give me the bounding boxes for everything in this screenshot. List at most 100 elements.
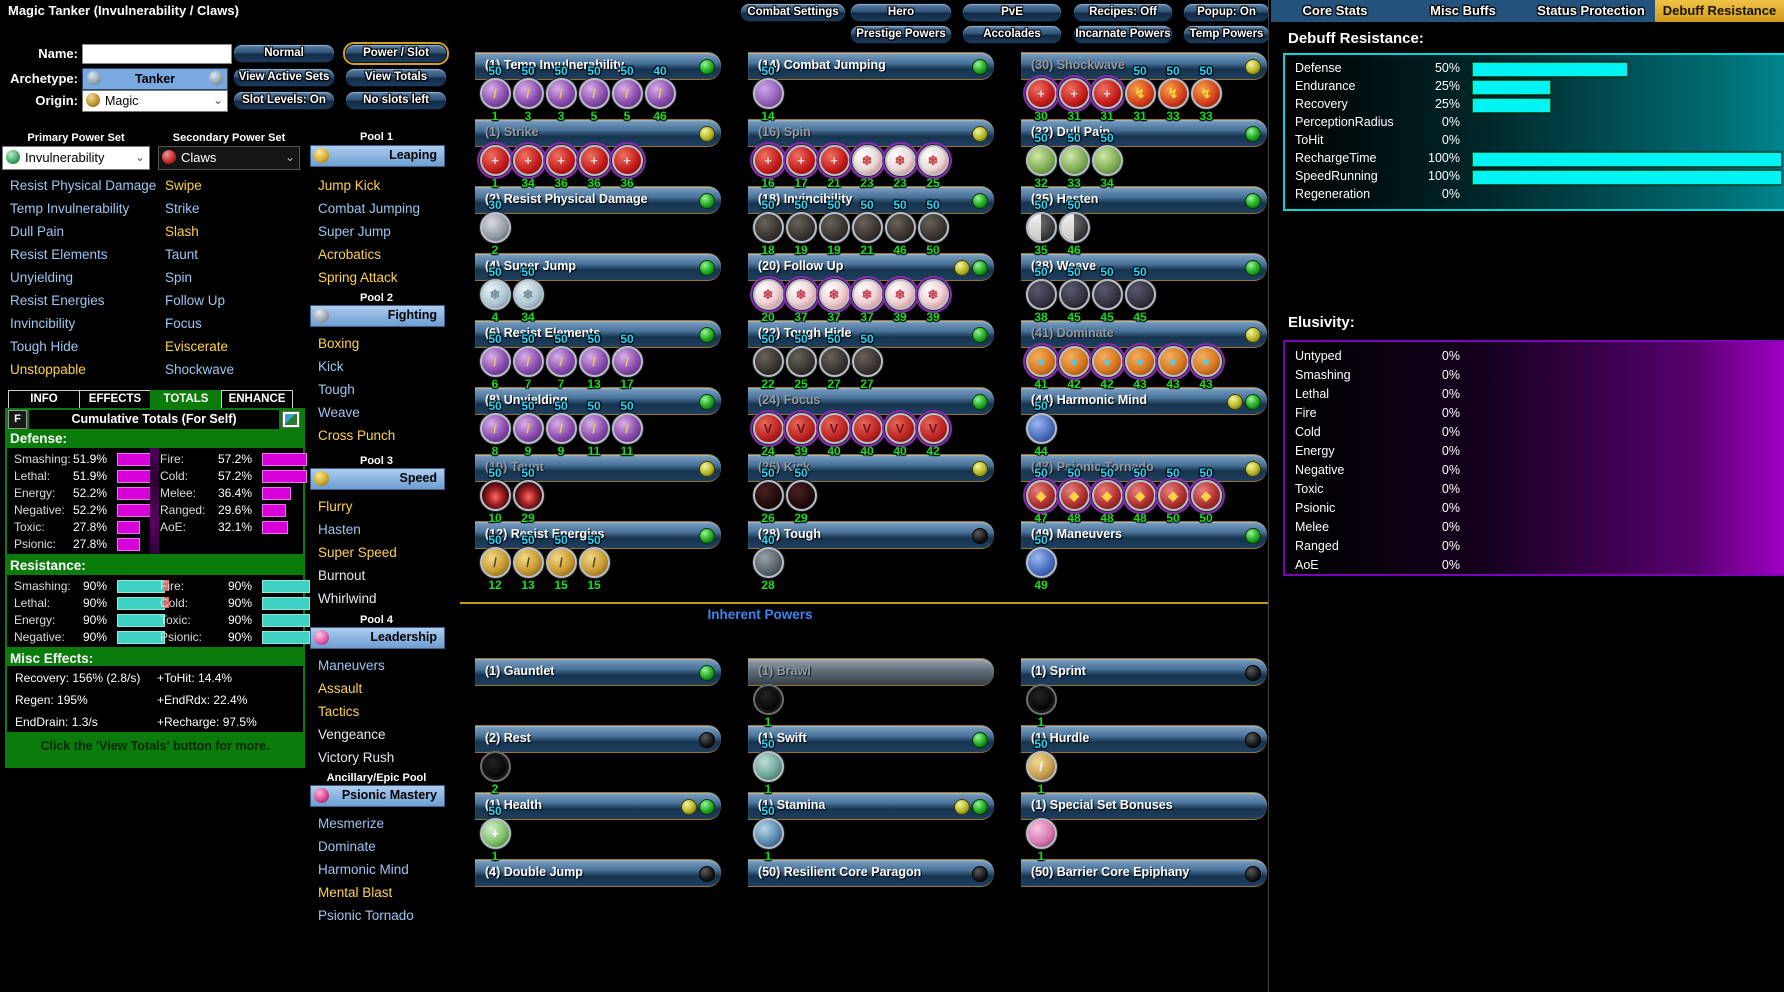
enhancement-slot[interactable]: 50 18	[752, 199, 784, 257]
enhancement-slot[interactable]: 50 45	[1058, 266, 1090, 324]
top-button-pve[interactable]: PvE	[962, 3, 1062, 22]
pool-power-weave[interactable]: Weave	[318, 405, 360, 420]
enhancement-slot[interactable]: ❄ 39	[917, 266, 949, 324]
powerset-item-unyielding[interactable]: Unyielding	[10, 270, 74, 285]
enhancement-slot[interactable]: 50 22	[752, 333, 784, 391]
enhancement-slot[interactable]: ❄ 23	[851, 132, 883, 190]
enhancement-slot[interactable]: 50 25	[785, 333, 817, 391]
enhancement-slot[interactable]: +30	[1025, 65, 1057, 123]
power-led-black[interactable]	[1245, 665, 1261, 681]
enhancement-slot[interactable]: ❄ 37	[785, 266, 817, 324]
power-led-yellow[interactable]	[1227, 394, 1243, 410]
top-button-prestige-powers[interactable]: Prestige Powers	[850, 25, 952, 44]
enhancement-slot[interactable]: ❄ 37	[818, 266, 850, 324]
enhancement-slot[interactable]: 50 ↯ 33	[1190, 65, 1222, 123]
enhancement-slot[interactable]: 50 ◆ 48	[1124, 467, 1156, 525]
power-led-yellow[interactable]	[1245, 327, 1261, 343]
power-led-green[interactable]	[972, 193, 988, 209]
power-bar--1-gauntlet[interactable]: (1) Gauntlet	[475, 658, 721, 686]
enhancement-slot[interactable]: 50 ◆ 50	[1190, 467, 1222, 525]
powerset-item-strike[interactable]: Strike	[165, 201, 200, 216]
enhancement-slot[interactable]: 50/11	[611, 400, 643, 458]
enhancement-slot[interactable]: 50 ◆ 48	[1091, 467, 1123, 525]
enhancement-slot[interactable]: 50 26	[752, 467, 784, 525]
powerset-item-unstoppable[interactable]: Unstoppable	[10, 362, 86, 377]
powerset-item-resist-physical-damage[interactable]: Resist Physical Damage	[10, 178, 157, 193]
enhancement-slot[interactable]: 2	[479, 738, 511, 796]
powerset-item-spin[interactable]: Spin	[165, 270, 193, 285]
power-bar--2-resist-physical-damage[interactable]: (2) Resist Physical Damage	[475, 186, 721, 214]
enhancement-slot[interactable]: 50 27	[818, 333, 850, 391]
enhancement-slot[interactable]: 50 35	[1025, 199, 1057, 257]
pool-power-spring-attack[interactable]: Spring Attack	[318, 270, 398, 285]
image-export-icon[interactable]	[282, 411, 300, 428]
power-led-green[interactable]	[972, 260, 988, 276]
power-led-yellow[interactable]	[972, 461, 988, 477]
view-button-power-slot[interactable]: Power / Slot	[345, 44, 447, 63]
enhancement-slot[interactable]: 50/15	[578, 534, 610, 592]
enhancement-slot[interactable]: +36	[545, 132, 577, 190]
power-led-black[interactable]	[1245, 866, 1261, 882]
powerset-item-taunt[interactable]: Taunt	[165, 247, 199, 262]
enhancement-slot[interactable]: 50/13	[578, 333, 610, 391]
powerset-item-dull-pain[interactable]: Dull Pain	[10, 224, 65, 239]
power-bar--50-barrier-core-epiphany[interactable]: (50) Barrier Core Epiphany	[1021, 859, 1267, 887]
power-led-yellow[interactable]	[972, 126, 988, 142]
power-bar--1-health[interactable]: (1) Health	[475, 792, 721, 820]
enhancement-slot[interactable]: 50 46	[884, 199, 916, 257]
enhancement-slot[interactable]: 50/17	[611, 333, 643, 391]
power-led-green[interactable]	[1245, 193, 1261, 209]
enhancement-slot[interactable]: 50 33	[1058, 132, 1090, 190]
enhancement-slot[interactable]: 50 29	[512, 467, 544, 525]
view-button-slot-levels-on[interactable]: Slot Levels: On	[233, 91, 335, 110]
pool-power-mental-blast[interactable]: Mental Blast	[318, 885, 393, 900]
power-led-yellow[interactable]	[699, 461, 715, 477]
enhancement-slot[interactable]: 50/5	[578, 65, 610, 123]
power-bar--44-harmonic-mind[interactable]: (44) Harmonic Mind	[1021, 387, 1267, 415]
power-led-green[interactable]	[699, 327, 715, 343]
enhancement-slot[interactable]: 50 19	[818, 199, 850, 257]
top-button-recipes-off[interactable]: Recipes: Off	[1073, 3, 1173, 22]
pool-power-harmonic-mind[interactable]: Harmonic Mind	[318, 862, 409, 877]
enhancement-slot[interactable]: +31	[1058, 65, 1090, 123]
power-led-yellow[interactable]	[699, 126, 715, 142]
enhancement-slot[interactable]: 50 38	[1025, 266, 1057, 324]
power-bar--41-dominate[interactable]: (41) Dominate	[1021, 320, 1267, 348]
pool-power-mesmerize[interactable]: Mesmerize	[318, 816, 385, 831]
pool-power-jump-kick[interactable]: Jump Kick	[318, 178, 381, 193]
power-bar--1-brawl[interactable]: (1) Brawl	[748, 658, 994, 686]
enhancement-slot[interactable]: 1	[752, 671, 784, 729]
tab-debuff-resistance[interactable]: Debuff Resistance	[1655, 0, 1784, 22]
enhancement-slot[interactable]: 30 2	[479, 199, 511, 257]
enhancement-slot[interactable]: 50 45	[1091, 266, 1123, 324]
tab-status-protection[interactable]: Status Protection	[1527, 0, 1656, 22]
enhancement-slot[interactable]: 50 46	[1058, 199, 1090, 257]
enhancement-slot[interactable]: ● 43	[1190, 333, 1222, 391]
pool-header-psionic-mastery[interactable]: Psionic Mastery	[310, 785, 445, 807]
power-bar--26-kick[interactable]: (26) Kick	[748, 454, 994, 482]
enhancement-slot[interactable]: 50/9	[545, 400, 577, 458]
pool-power-burnout[interactable]: Burnout	[318, 568, 366, 583]
power-bar--4-double-jump[interactable]: (4) Double Jump	[475, 859, 721, 887]
power-bar--4-super-jump[interactable]: (4) Super Jump	[475, 253, 721, 281]
top-button-hero[interactable]: Hero	[850, 3, 952, 22]
view-button-view-totals[interactable]: View Totals	[345, 68, 447, 87]
tab-totals[interactable]: TOTALS	[150, 390, 222, 410]
pool-power-kick[interactable]: Kick	[318, 359, 344, 374]
enhancement-slot[interactable]: 50 50	[917, 199, 949, 257]
powerset-item-swipe[interactable]: Swipe	[165, 178, 202, 193]
enhancement-slot[interactable]: +17	[785, 132, 817, 190]
enhancement-slot[interactable]: 50 44	[1025, 400, 1057, 458]
pool-power-whirlwind[interactable]: Whirlwind	[318, 591, 377, 606]
archetype-combo[interactable]: Tanker	[82, 68, 228, 90]
power-led-black[interactable]	[699, 866, 715, 882]
enhancement-slot[interactable]: ❄ 25	[917, 132, 949, 190]
enhancement-slot[interactable]: ❄ 23	[884, 132, 916, 190]
enhancement-slot[interactable]: ❄ 20	[752, 266, 784, 324]
tab-core-stats[interactable]: Core Stats	[1271, 0, 1400, 22]
power-bar--28-tough[interactable]: (28) Tough	[748, 521, 994, 549]
enhancement-slot[interactable]: ● 42	[1058, 333, 1090, 391]
power-bar--1-strike[interactable]: (1) Strike	[475, 119, 721, 147]
top-button-combat-settings[interactable]: Combat Settings	[740, 3, 846, 22]
tab-enhance[interactable]: ENHANCE	[221, 390, 293, 410]
